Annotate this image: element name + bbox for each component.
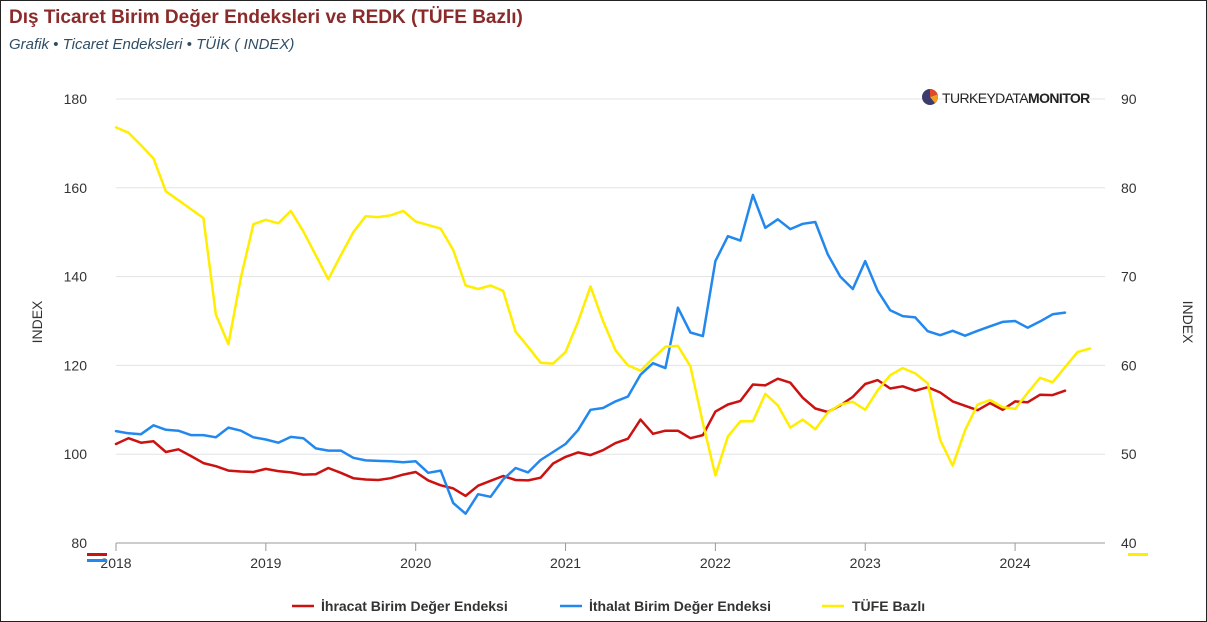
- brand-logo: TURKEYDATAMONITOR: [922, 89, 1091, 106]
- series-layer: [114, 126, 1092, 515]
- x-tick-label: 2020: [400, 555, 431, 571]
- svg-text:TURKEYDATAMONITOR: TURKEYDATAMONITOR: [942, 90, 1090, 106]
- y-tick-label-right: 50: [1121, 446, 1137, 462]
- legend-item-tufe[interactable]: TÜFE Bazlı: [822, 598, 925, 614]
- series-line-2: [114, 126, 1092, 477]
- legend-item-export[interactable]: İhracat Birim Değer Endeksi: [292, 598, 508, 614]
- y-axis-title-right: INDEX: [1180, 301, 1196, 344]
- grid: [116, 98, 1105, 544]
- axis-marker-export: [87, 553, 107, 556]
- y-tick-label-left: 180: [64, 91, 88, 107]
- y-tick-label-left: 80: [71, 535, 87, 551]
- x-tick-label: 2018: [100, 555, 131, 571]
- x-tick-label: 2022: [700, 555, 731, 571]
- legend-label-tufe: TÜFE Bazlı: [852, 598, 925, 614]
- y-tick-label-left: 140: [64, 269, 88, 285]
- axis-marker-import: [87, 559, 107, 562]
- brand-text-bold: MONITOR: [1028, 90, 1090, 106]
- y-tick-label-right: 40: [1121, 535, 1137, 551]
- legend-label-import: İthalat Birim Değer Endeksi: [589, 598, 771, 614]
- axis-marker-tufe: [1128, 553, 1148, 556]
- y-tick-label-right: 60: [1121, 357, 1137, 373]
- x-tick-label: 2024: [1000, 555, 1031, 571]
- series-line-1: [114, 193, 1067, 515]
- y-tick-label-left: 160: [64, 180, 88, 196]
- legend-label-export: İhracat Birim Değer Endeksi: [321, 598, 508, 614]
- x-tick-label: 2021: [550, 555, 581, 571]
- y-axis-title-left: INDEX: [29, 300, 45, 343]
- legend-item-import[interactable]: İthalat Birim Değer Endeksi: [560, 598, 771, 614]
- y-tick-label-right: 80: [1121, 180, 1137, 196]
- brand-text-light: TURKEYDATA: [942, 90, 1029, 106]
- y-tick-label-left: 100: [64, 446, 88, 462]
- chart-title: Dış Ticaret Birim Değer Endeksleri ve RE…: [9, 7, 523, 28]
- legend: İhracat Birim Değer Endeksi İthalat Biri…: [292, 598, 925, 614]
- pie-logo-icon: [922, 89, 938, 105]
- series-line-0: [114, 377, 1067, 498]
- axes: 80 100 120 140 160 180 40 50 60 70 80 90 2018 2019 202…: [64, 91, 1148, 571]
- x-tick-label: 2023: [850, 555, 881, 571]
- y-tick-label-right: 70: [1121, 269, 1137, 285]
- chart-subtitle: Grafik • Ticaret Endeksleri • TÜİK ( IND…: [9, 36, 295, 53]
- y-tick-label-left: 120: [64, 357, 88, 373]
- y-tick-label-right: 90: [1121, 91, 1137, 107]
- x-tick-label: 2019: [250, 555, 281, 571]
